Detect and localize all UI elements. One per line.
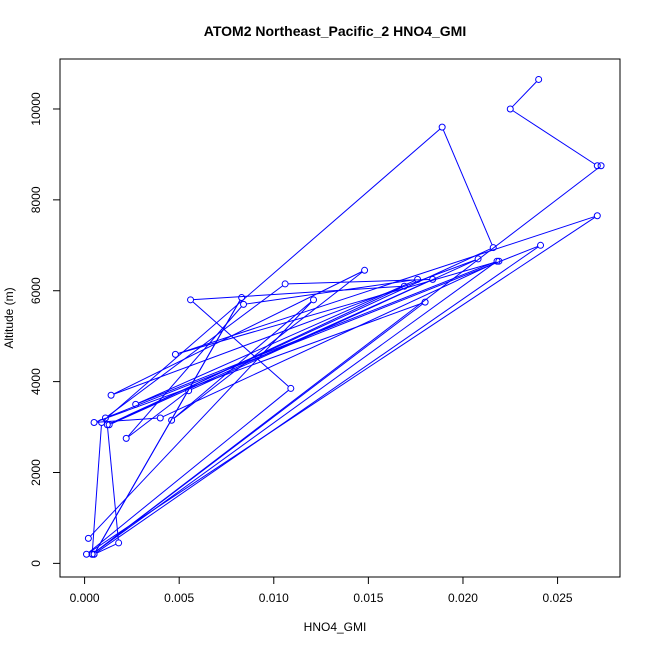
data-point bbox=[597, 162, 605, 170]
y-tick-label: 6000 bbox=[29, 277, 43, 304]
x-tick-label: 0.025 bbox=[543, 591, 573, 605]
series-segment bbox=[511, 81, 537, 108]
data-point bbox=[593, 212, 601, 220]
data-point bbox=[400, 282, 408, 290]
data-point bbox=[361, 266, 369, 274]
series-segment bbox=[442, 129, 493, 246]
data-point bbox=[240, 300, 248, 308]
data-point bbox=[101, 414, 109, 422]
x-tick-label: 0.005 bbox=[164, 591, 194, 605]
x-tick-label: 0.015 bbox=[353, 591, 383, 605]
data-point bbox=[421, 298, 429, 306]
data-point bbox=[103, 421, 111, 429]
data-point bbox=[122, 434, 130, 442]
series-segment bbox=[127, 306, 242, 437]
y-tick-label: 0 bbox=[29, 560, 43, 567]
series-segment bbox=[138, 280, 416, 404]
x-tick-label: 0.010 bbox=[259, 591, 289, 605]
data-point bbox=[537, 241, 545, 249]
series-segment bbox=[173, 301, 312, 419]
data-point bbox=[506, 105, 514, 113]
series-segment bbox=[91, 425, 102, 552]
series-segment bbox=[94, 262, 495, 553]
data-point bbox=[493, 257, 501, 265]
series-segment bbox=[113, 271, 363, 395]
series-segment bbox=[113, 259, 476, 395]
data-point bbox=[84, 534, 92, 542]
data-point bbox=[281, 280, 289, 288]
series-points bbox=[82, 75, 605, 558]
data-point bbox=[495, 257, 503, 265]
data-point bbox=[88, 550, 96, 558]
y-axis-label: Altitude (m) bbox=[2, 287, 16, 348]
data-point bbox=[187, 296, 195, 304]
data-point bbox=[132, 400, 140, 408]
series-segment bbox=[88, 389, 289, 553]
data-point bbox=[107, 391, 115, 399]
chart-title: ATOM2 Northeast_Pacific_2 HNO4_GMI bbox=[204, 23, 466, 39]
data-point bbox=[156, 414, 164, 422]
data-point bbox=[287, 384, 295, 392]
series-segment bbox=[107, 285, 284, 417]
data-point bbox=[90, 550, 98, 558]
data-point bbox=[429, 275, 437, 283]
x-tick-label: 0.020 bbox=[448, 591, 478, 605]
series-segment bbox=[192, 301, 289, 387]
series-segment bbox=[178, 261, 497, 355]
series-segment bbox=[90, 301, 312, 537]
data-point bbox=[105, 421, 113, 429]
x-tick-label: 0.000 bbox=[70, 591, 100, 605]
series-segment bbox=[96, 543, 117, 554]
series-segment bbox=[108, 245, 538, 418]
series-segment bbox=[193, 285, 402, 301]
series-line bbox=[88, 81, 599, 554]
data-point bbox=[535, 75, 543, 83]
data-point bbox=[474, 255, 482, 263]
series-segment bbox=[96, 246, 539, 553]
series-segment bbox=[88, 217, 596, 554]
data-point bbox=[171, 350, 179, 358]
data-point bbox=[185, 387, 193, 395]
series-segment bbox=[173, 271, 363, 419]
data-point bbox=[593, 162, 601, 170]
series-segment bbox=[128, 392, 187, 437]
x-axis-label: HNO4_GMI bbox=[304, 620, 367, 634]
y-tick-label: 4000 bbox=[29, 368, 43, 395]
data-point bbox=[310, 296, 318, 304]
series-segment bbox=[162, 262, 497, 418]
y-tick-label: 8000 bbox=[29, 186, 43, 213]
series-segment bbox=[512, 110, 596, 165]
y-axis: 0 2000 4000 6000 8000 10000 bbox=[29, 92, 61, 567]
series-segment bbox=[107, 427, 119, 540]
x-axis: 0.000 0.005 0.010 0.015 0.020 0.025 bbox=[70, 576, 573, 605]
series-segment bbox=[96, 302, 423, 422]
series-segment bbox=[246, 279, 415, 305]
series-segment bbox=[94, 303, 424, 553]
data-point bbox=[98, 419, 106, 427]
data-point bbox=[90, 419, 98, 427]
y-tick-label: 10000 bbox=[29, 92, 43, 126]
data-point bbox=[115, 539, 123, 547]
data-point bbox=[168, 416, 176, 424]
series-segment bbox=[288, 278, 430, 285]
data-point bbox=[238, 294, 246, 302]
data-point bbox=[489, 244, 497, 252]
data-point bbox=[414, 275, 422, 283]
series-segment bbox=[95, 299, 241, 552]
series-segment bbox=[111, 287, 402, 424]
series-segment bbox=[178, 216, 595, 354]
data-point bbox=[438, 123, 446, 131]
series-segment bbox=[103, 128, 441, 421]
y-tick-label: 2000 bbox=[29, 459, 43, 486]
